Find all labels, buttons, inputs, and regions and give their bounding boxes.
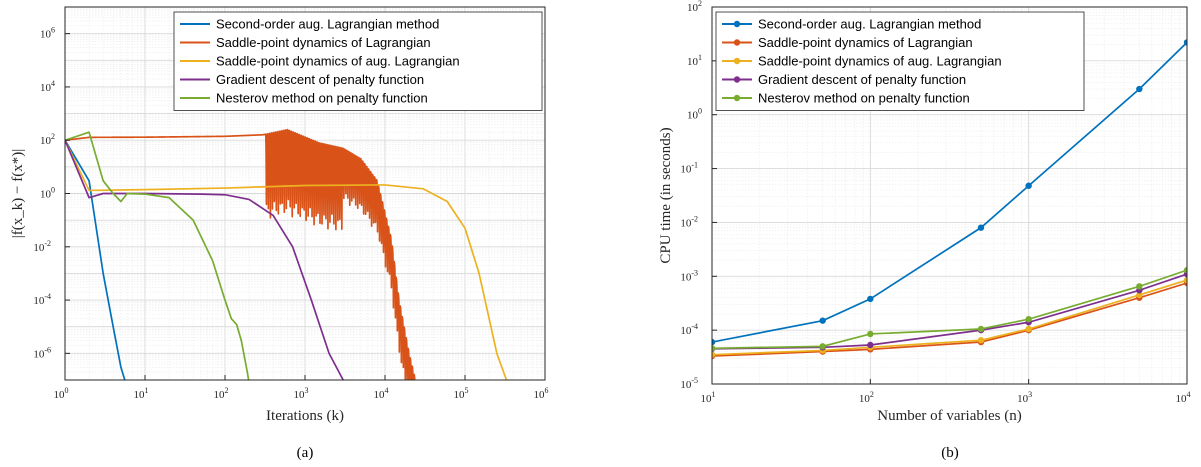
legend-marker (733, 57, 741, 65)
data-point (712, 351, 716, 358)
series-group (65, 128, 508, 380)
legend-label: Gradient descent of penalty function (216, 72, 424, 87)
y-axis-label: CPU time (in seconds) (658, 127, 674, 263)
y-tick-label: 10-4 (33, 292, 51, 307)
data-point (712, 338, 716, 346)
legend-label: Saddle-point dynamics of Lagrangian (216, 35, 431, 50)
data-point (819, 317, 826, 324)
series-group (712, 39, 1187, 360)
series-line (65, 139, 126, 380)
x-axis-label: Number of variables (n) (877, 408, 1022, 424)
y-tick-label: 10-4 (680, 322, 698, 337)
y-tick-label: 100 (40, 186, 55, 201)
data-point (867, 330, 874, 338)
y-tick-label: 101 (687, 53, 702, 68)
x-tick-label: 104 (1176, 390, 1191, 405)
data-point (977, 224, 985, 231)
y-tick-label: 106 (40, 26, 55, 41)
x-tick-label: 102 (859, 390, 874, 405)
legend-box (173, 11, 543, 111)
data-point (1025, 182, 1032, 189)
x-tick-label: 100 (54, 386, 69, 401)
subfigure-caption: (a) (297, 445, 314, 461)
y-tick-label: 104 (40, 79, 55, 94)
data-point (1025, 315, 1032, 323)
y-tick-label: 10-5 (680, 376, 698, 391)
y-tick-label: 102 (40, 132, 55, 147)
y-tick-label: 10-6 (33, 345, 51, 360)
legend-box (715, 11, 1085, 111)
legend-label: Gradient descent of penalty function (758, 72, 966, 87)
legend-marker (733, 20, 741, 28)
x-tick-label: 102 (214, 386, 229, 401)
legend-marker (733, 76, 741, 83)
data-point (867, 295, 874, 303)
legend: Second-order aug. Lagrangian method Saddl… (173, 11, 543, 111)
series-line (712, 269, 1187, 350)
data-point (1183, 276, 1187, 284)
legend-label: Nesterov method on penalty function (758, 91, 970, 106)
x-tick-label: 105 (454, 386, 469, 401)
data-point (977, 325, 985, 333)
y-tick-label: 10-3 (680, 268, 698, 283)
y-axis-label: |f(x_k) − f(x*)| (10, 149, 26, 238)
legend-label: Second-order aug. Lagrangian method (758, 17, 981, 32)
chart-b: 101 102 103 104 10-5 10-4 10-3 10-2 10-1 100 101 10… (658, 0, 1191, 461)
legend-label: Second-order aug. Lagrangian method (216, 17, 439, 32)
x-tick-label: 101 (701, 390, 716, 405)
y-tick-label: 10-1 (680, 161, 698, 176)
data-point (977, 337, 985, 344)
data-point (867, 341, 874, 349)
data-point (1136, 85, 1143, 93)
y-tick-label: 100 (687, 107, 702, 122)
series-line (65, 139, 508, 380)
data-point (1136, 291, 1143, 299)
plot-frame (711, 6, 1188, 385)
x-tick-label: 101 (134, 386, 149, 401)
series-line (65, 131, 250, 380)
data-point (1183, 39, 1187, 46)
data-point (712, 345, 716, 352)
x-tick-label: 104 (374, 386, 389, 401)
x-tick-label: 103 (294, 386, 309, 401)
data-point (1136, 283, 1143, 290)
legend-label: Saddle-point dynamics of aug. Lagrangian (758, 54, 1002, 69)
legend-label: Saddle-point dynamics of Lagrangian (758, 35, 973, 50)
x-tick-label: 103 (1017, 390, 1032, 405)
y-tick-label: 10-2 (680, 214, 698, 229)
y-tick-label: 102 (687, 0, 702, 14)
y-tick-label: 10-2 (33, 239, 51, 254)
data-point (1025, 325, 1032, 333)
chart-a: 100 101 102 103 104 105 106 10-6 10-4 10-2 100 102 1… (10, 6, 549, 461)
series-line (65, 139, 345, 380)
legend-label: Saddle-point dynamics of aug. Lagrangian (216, 54, 460, 69)
legend: Second-order aug. Lagrangian method Saddl… (715, 11, 1085, 111)
subfigure-caption: (b) (941, 445, 959, 461)
data-point (819, 343, 826, 350)
legend-marker (733, 94, 741, 102)
series-line (65, 128, 416, 380)
legend-label: Nesterov method on penalty function (216, 91, 428, 106)
legend-marker (733, 39, 741, 46)
x-axis-label: Iterations (k) (266, 408, 344, 424)
data-point (1183, 266, 1187, 274)
series-line (712, 273, 1187, 350)
x-tick-label: 106 (534, 386, 549, 401)
